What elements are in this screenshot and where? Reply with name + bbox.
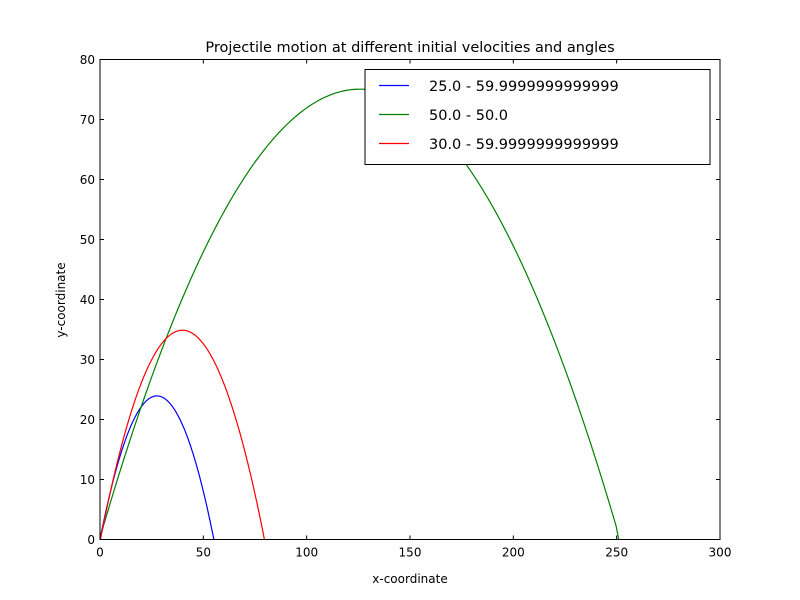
legend: 25.0 - 59.9999999999999 50.0 - 50.0 30.0 -… (364, 69, 711, 165)
x-tick-label: 0 (96, 546, 104, 560)
y-tick-label: 80 (80, 53, 95, 67)
y-axis-label: y-coordinate (54, 262, 68, 337)
y-tick-label: 60 (80, 173, 95, 187)
legend-label-3: 30.0 - 59.9999999999999 (429, 137, 619, 153)
x-tick-label: 150 (399, 546, 422, 560)
x-axis-label: x-coordinate (372, 572, 447, 586)
x-tick-label: 250 (605, 546, 628, 560)
y-tick-label: 70 (80, 113, 95, 127)
legend-box (364, 69, 711, 165)
y-tick-label: 50 (80, 233, 95, 247)
legend-label-2: 50.0 - 50.0 (429, 108, 508, 124)
y-tick-label: 20 (80, 413, 95, 427)
series-layer (99, 88, 620, 540)
series-line-2 (99, 88, 620, 540)
series-line-1 (99, 395, 215, 540)
x-tick-label: 300 (709, 546, 732, 560)
y-tick-label: 30 (80, 353, 95, 367)
series-line-3 (99, 329, 265, 540)
x-tick-label: 200 (502, 546, 525, 560)
legend-label-1: 25.0 - 59.9999999999999 (429, 79, 619, 95)
x-tick-label: 100 (295, 546, 318, 560)
chart-title: Projectile motion at different initial v… (205, 40, 614, 56)
x-tick-label: 50 (196, 546, 211, 560)
y-tick-label: 0 (87, 533, 95, 547)
y-tick-label: 10 (80, 473, 95, 487)
y-tick-label: 40 (80, 293, 95, 307)
ticks-layer: 0 50 100 150 200 250 300 0 10 20 30 40 50 60 70 80 (80, 53, 732, 560)
